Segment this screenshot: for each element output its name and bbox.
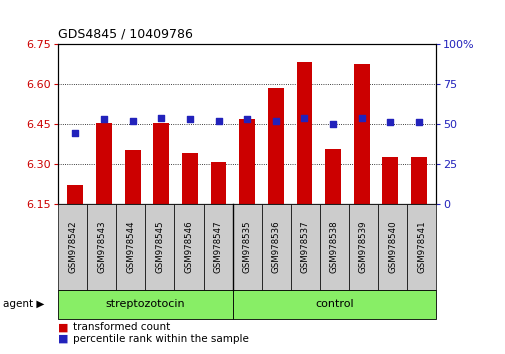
Point <box>157 115 165 120</box>
Text: GSM978545: GSM978545 <box>155 221 164 273</box>
Bar <box>210 162 226 204</box>
Text: GSM978540: GSM978540 <box>387 221 396 273</box>
Bar <box>153 122 169 204</box>
Text: GSM978544: GSM978544 <box>126 221 135 273</box>
Text: GSM978547: GSM978547 <box>213 221 222 273</box>
Text: GSM978538: GSM978538 <box>329 221 338 273</box>
Bar <box>325 149 340 204</box>
Text: ■: ■ <box>58 322 69 332</box>
Bar <box>67 185 83 204</box>
Bar <box>125 150 140 204</box>
Text: GSM978537: GSM978537 <box>300 221 309 273</box>
Point <box>128 118 136 124</box>
Point <box>271 118 279 124</box>
Bar <box>382 157 397 204</box>
Text: control: control <box>315 299 353 309</box>
Text: GSM978543: GSM978543 <box>97 221 106 273</box>
Point <box>71 131 79 136</box>
Bar <box>353 64 369 204</box>
Point <box>100 116 108 122</box>
Bar <box>96 122 112 204</box>
Point <box>328 121 336 127</box>
Point <box>414 120 422 125</box>
Text: percentile rank within the sample: percentile rank within the sample <box>73 334 249 344</box>
Point <box>243 116 251 122</box>
Text: GDS4845 / 10409786: GDS4845 / 10409786 <box>58 28 193 41</box>
Text: GSM978541: GSM978541 <box>416 221 425 273</box>
Bar <box>296 62 312 204</box>
Point <box>185 116 193 122</box>
Text: ■: ■ <box>58 334 69 344</box>
Bar <box>268 88 283 204</box>
Text: GSM978536: GSM978536 <box>271 221 280 273</box>
Point <box>214 118 222 124</box>
Point <box>357 115 365 120</box>
Text: GSM978539: GSM978539 <box>358 221 367 273</box>
Text: transformed count: transformed count <box>73 322 170 332</box>
Text: streptozotocin: streptozotocin <box>106 299 185 309</box>
Bar <box>182 153 197 204</box>
Text: GSM978542: GSM978542 <box>68 221 77 273</box>
Point <box>300 115 308 120</box>
Text: GSM978535: GSM978535 <box>242 221 251 273</box>
Text: agent ▶: agent ▶ <box>3 299 44 309</box>
Text: GSM978546: GSM978546 <box>184 221 193 273</box>
Bar <box>239 119 255 204</box>
Bar <box>410 157 426 204</box>
Point <box>385 120 393 125</box>
